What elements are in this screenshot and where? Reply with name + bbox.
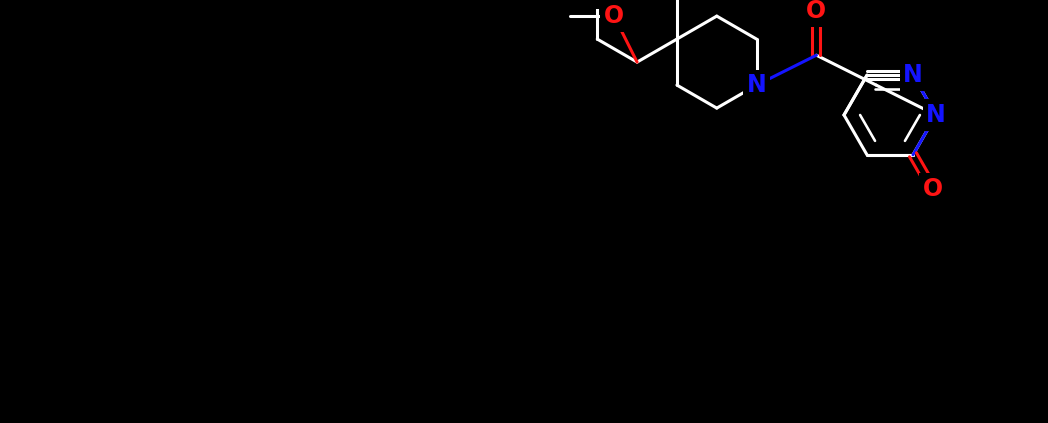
Text: O: O [922, 177, 942, 201]
Text: O: O [587, 0, 607, 5]
Text: O: O [806, 0, 827, 24]
Text: N: N [903, 63, 923, 87]
Text: N: N [926, 103, 946, 127]
Text: N: N [747, 73, 766, 97]
Text: O: O [604, 4, 625, 28]
